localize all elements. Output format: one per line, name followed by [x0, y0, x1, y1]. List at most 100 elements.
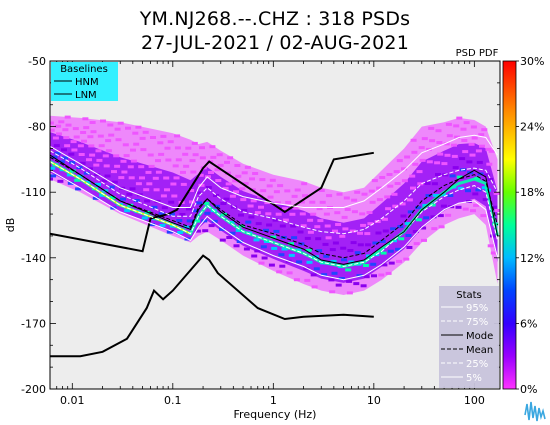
pdf-cell: [121, 170, 128, 174]
pdf-cell: [98, 144, 105, 148]
pdf-cell: [446, 134, 453, 138]
pdf-cell: [255, 222, 262, 226]
pdf-cell: [346, 291, 353, 295]
pdf-cell: [233, 190, 239, 194]
pdf-cell: [463, 121, 470, 125]
pdf-cell: [230, 205, 237, 209]
pdf-cell: [400, 214, 407, 218]
pdf-cell: [103, 164, 110, 168]
pdf-cell: [211, 219, 218, 223]
pdf-cell: [265, 212, 272, 216]
plot-frame: [49, 60, 501, 390]
pdf-cell: [54, 151, 61, 155]
chart-title-line1: YM.NJ268.--.CHZ : 318 PSDs: [139, 8, 411, 30]
pdf-cell: [123, 154, 130, 158]
pdf-cell: [165, 158, 172, 162]
pdf-cell: [325, 236, 332, 240]
pdf-cell: [105, 139, 112, 143]
pdf-cell: [130, 148, 136, 152]
pdf-cell: [291, 194, 298, 198]
pdf-cell: [445, 213, 452, 217]
pdf-cell: [484, 173, 491, 177]
pdf-cell: [135, 182, 142, 186]
p75-legend-label: 75%: [466, 317, 488, 328]
pdf-cell: [52, 136, 59, 140]
pdf-cell: [192, 153, 199, 157]
pdf-cell: [345, 268, 352, 272]
pdf-cell: [53, 144, 60, 148]
pdf-cell: [120, 159, 127, 163]
pdf-cell: [224, 160, 230, 164]
pdf-cell: [307, 230, 314, 234]
pdf-cell: [413, 242, 420, 246]
pdf-cell: [332, 229, 338, 233]
pdf-cell: [186, 219, 193, 223]
pdf-cell: [323, 254, 330, 258]
pdf-cell: [338, 277, 345, 280]
pdf-cell: [104, 174, 111, 178]
pdf-cell: [297, 230, 304, 234]
pdf-cell: [438, 225, 445, 229]
colorbar-tick-label: 30%: [520, 55, 544, 68]
x-tick-label: 100: [464, 394, 485, 407]
pdf-cell: [95, 149, 102, 153]
pdf-cell: [92, 196, 99, 200]
pdf-cell: [412, 230, 419, 233]
pdf-cell: [50, 177, 53, 181]
pdf-cell: [68, 152, 75, 156]
pdf-cell: [470, 125, 477, 129]
pdf-cell: [88, 144, 95, 148]
pdf-cell: [419, 158, 426, 162]
pdf-cell: [475, 188, 482, 192]
pdf-cell: [294, 188, 301, 192]
pdf-cell: [151, 205, 158, 209]
pdf-cell: [276, 270, 283, 274]
pdf-cell: [147, 153, 154, 157]
pdf-cell: [62, 128, 69, 132]
pdf-cell: [111, 180, 118, 184]
pdf-cell: [185, 207, 192, 211]
pdf-cell: [90, 130, 97, 134]
pdf-cell: [365, 243, 372, 247]
pdf-cell: [291, 236, 298, 240]
pdf-cell: [258, 205, 264, 209]
pdf-cell: [340, 246, 347, 250]
pdf-cell: [64, 115, 71, 119]
x-tick-label: 1: [270, 394, 277, 407]
lnm-curve: [50, 254, 374, 358]
pdf-cell: [418, 146, 425, 150]
pdf-cell: [214, 168, 221, 172]
pdf-cell: [380, 251, 387, 255]
pdf-cell: [475, 149, 482, 153]
pdf-cell: [245, 220, 252, 224]
pdf-cell: [188, 189, 195, 192]
pdf-cell: [185, 146, 192, 150]
pdf-cell: [431, 227, 438, 231]
pdf-cell: [282, 218, 289, 222]
pdf-cell: [486, 162, 493, 166]
pdf-cell: [204, 211, 211, 215]
pdf-cell: [118, 176, 125, 180]
pdf-cell: [341, 258, 347, 262]
pdf-cell: [86, 167, 93, 171]
pdf-cell: [94, 173, 101, 177]
pdf-cell: [204, 175, 211, 179]
pdf-cell: [241, 171, 248, 175]
pdf-cell: [279, 264, 286, 268]
pdf-cell: [457, 186, 464, 190]
pdf-cell: [385, 271, 392, 275]
pdf-cell: [405, 234, 412, 237]
pdf-cell: [225, 182, 232, 186]
pdf-cell: [203, 201, 210, 205]
pdf-cell: [319, 200, 326, 204]
pdf-cell: [77, 174, 84, 178]
pdf-cell: [301, 182, 308, 186]
pdf-cell: [205, 186, 212, 189]
pdf-cell: [411, 150, 418, 154]
pdf-cell: [117, 121, 124, 125]
pdf-cell: [368, 189, 375, 193]
pdf-cell: [396, 159, 403, 163]
pdf-cell: [347, 249, 354, 252]
pdf-cell: [277, 184, 284, 188]
pdf-cell: [465, 189, 471, 193]
